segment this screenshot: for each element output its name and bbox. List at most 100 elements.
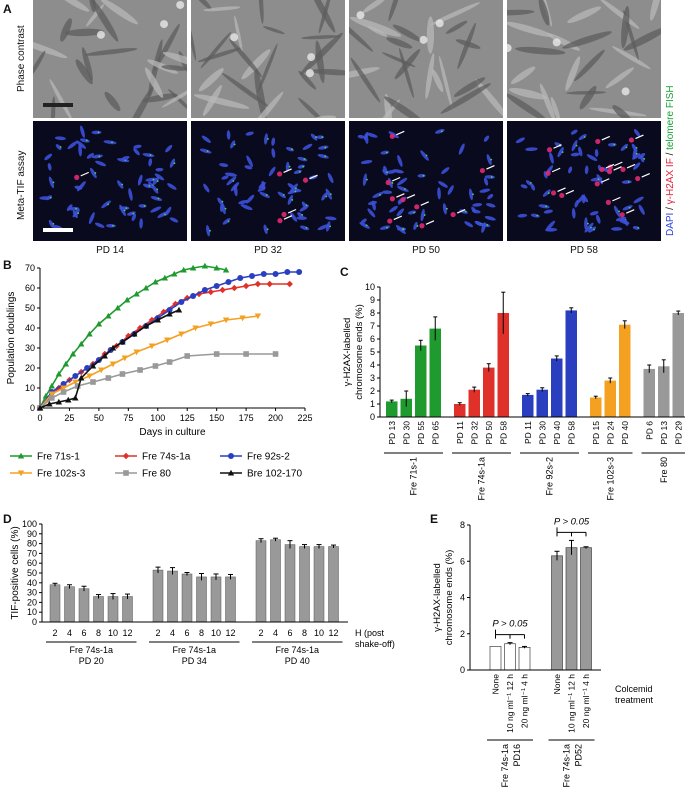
legend-label: Fre 80 <box>142 469 171 480</box>
data-point <box>123 296 131 303</box>
chromosome <box>530 213 540 218</box>
chromosome <box>67 141 78 150</box>
meta-tif-label: Meta-TIF assay <box>16 150 27 220</box>
telomere-signal <box>321 136 324 139</box>
category-label: PD 55 <box>416 421 426 445</box>
chromosome <box>230 140 236 149</box>
cell-texture <box>574 49 605 82</box>
chromosome <box>150 206 162 213</box>
data-point <box>272 271 279 277</box>
cell-texture <box>193 94 250 109</box>
y-tick-label: 50 <box>25 303 35 313</box>
bar <box>468 389 480 417</box>
cell-texture <box>203 6 241 12</box>
data-point <box>213 264 220 271</box>
significance-label: P > 0.05 <box>554 516 590 527</box>
chromosome <box>154 173 165 181</box>
data-point <box>266 280 273 288</box>
chromosome <box>621 180 632 184</box>
data-point <box>72 373 79 379</box>
arrow <box>420 201 429 206</box>
chromosome <box>568 166 573 174</box>
telomere-signal <box>366 178 368 181</box>
telomere-signal <box>157 197 160 200</box>
chromosome <box>594 148 599 158</box>
telomere-signal <box>173 162 176 165</box>
meta-tif-image-pd14 <box>33 121 187 241</box>
chromosome <box>486 203 496 208</box>
category-label: PD 6 <box>644 421 654 440</box>
h2ax-focus <box>620 166 626 173</box>
chromosome <box>139 218 143 229</box>
telomere-signal <box>164 213 166 216</box>
bar <box>167 570 178 623</box>
category-label: PD 13 <box>659 421 669 445</box>
stain-dapi: DAPI <box>665 212 676 236</box>
chromosome <box>542 189 551 197</box>
chromosome <box>408 210 417 215</box>
category-label: PD 30 <box>401 421 411 445</box>
telomere-signal <box>486 224 489 226</box>
cell-texture <box>263 26 285 35</box>
chromosome <box>321 192 328 201</box>
h2ax-focus <box>302 177 309 183</box>
cell-texture <box>445 20 468 34</box>
bar <box>483 367 495 417</box>
arrow <box>396 130 405 136</box>
phase-contrast-image-pd32 <box>191 0 345 118</box>
group-label: Fre 80 <box>659 457 669 483</box>
chromosome <box>586 154 598 162</box>
category-label: 10 ng ml⁻¹ 12 h <box>567 674 577 733</box>
x-tick-label: 25 <box>64 413 74 423</box>
cell-texture <box>399 47 414 99</box>
category-label: 2 <box>52 628 57 638</box>
telomere-signal <box>77 212 80 215</box>
cell-texture <box>49 78 73 118</box>
group-label: Fre 92s-2 <box>545 457 555 496</box>
y-tick-label: 0 <box>32 617 37 627</box>
group-label-line2: PD 40 <box>285 656 310 664</box>
arrow <box>614 161 623 167</box>
telomere-signal <box>413 211 415 214</box>
chromosome <box>637 152 646 160</box>
bar <box>255 540 267 623</box>
arrow <box>283 168 292 174</box>
chromosome <box>165 144 173 153</box>
telomere-signal <box>315 136 317 138</box>
bar <box>643 368 655 417</box>
chromosome <box>133 148 140 156</box>
telomere-signal <box>291 148 293 151</box>
cell-texture <box>96 30 105 39</box>
cell-texture <box>104 91 121 112</box>
cell-texture <box>374 99 400 118</box>
data-point <box>213 283 220 289</box>
group-label-line1: Fre 74s-1a <box>69 645 113 655</box>
chromosome <box>486 154 492 166</box>
category-label: 4 <box>67 628 72 638</box>
cell-texture <box>298 70 317 90</box>
chromosome <box>169 158 176 168</box>
arrow <box>391 176 401 182</box>
chromosome <box>484 216 496 221</box>
bar <box>284 544 296 623</box>
stain-legend: DAPI / γ-H2AX IF / telomere FISH <box>665 85 676 236</box>
y-tick-label: 6 <box>460 556 465 566</box>
data-point <box>123 470 129 476</box>
chromosome <box>360 218 367 224</box>
cell-texture <box>349 12 374 52</box>
chromosome <box>240 204 253 211</box>
bar <box>522 394 534 417</box>
y-tick-label: 40 <box>27 578 37 588</box>
telomere-signal <box>98 155 101 158</box>
y-tick-label: 4 <box>460 593 465 603</box>
telomere-signal <box>121 183 124 186</box>
data-point <box>260 271 267 277</box>
bar <box>225 576 236 623</box>
telomere-signal <box>628 206 631 209</box>
chromosome <box>91 130 102 135</box>
bar <box>454 404 466 417</box>
telomere-signal <box>446 207 448 210</box>
arrow <box>612 196 621 202</box>
data-point <box>137 367 143 373</box>
telomere-signal <box>490 158 493 161</box>
